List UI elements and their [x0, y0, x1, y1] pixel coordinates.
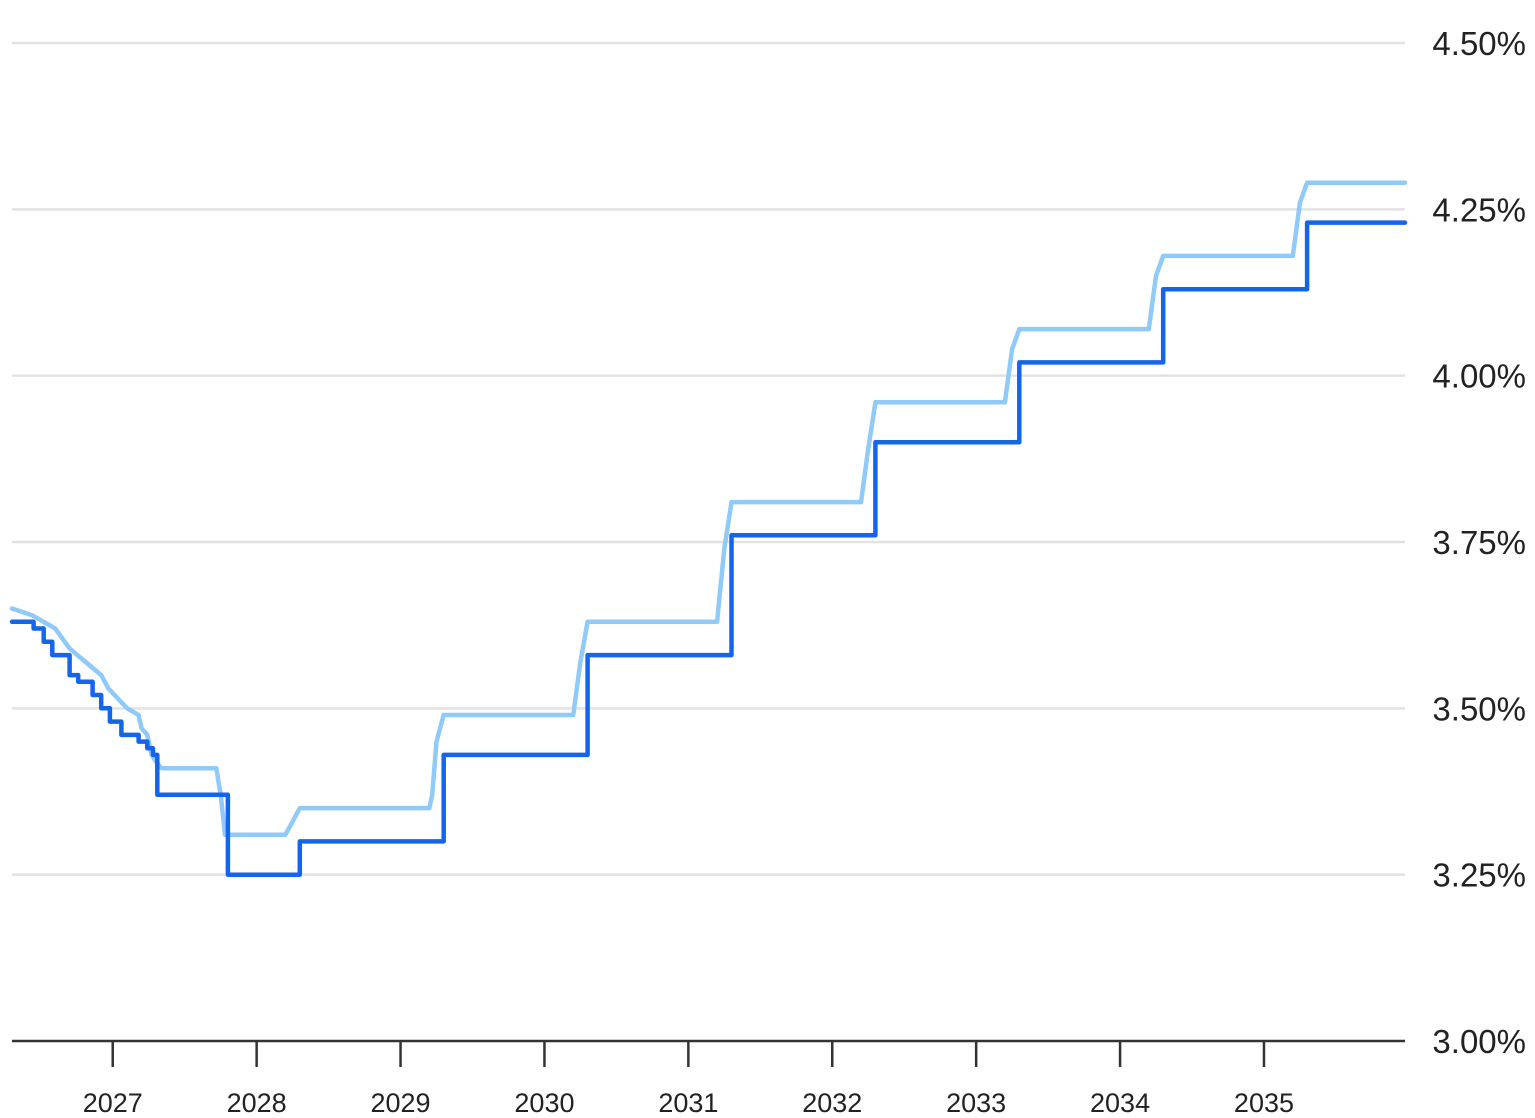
y-tick-label: 3.50% — [1432, 690, 1526, 727]
y-tick-label: 4.50% — [1432, 25, 1526, 62]
y-tick-label: 4.25% — [1432, 191, 1526, 228]
grid-lines — [12, 41, 1405, 876]
x-axis — [12, 1039, 1405, 1067]
series-line-1 — [9, 180, 1408, 837]
x-tick-label: 2027 — [83, 1088, 143, 1118]
x-tick-label: 2030 — [514, 1088, 574, 1118]
x-tick-label: 2032 — [802, 1088, 862, 1118]
x-tick-label: 2034 — [1090, 1088, 1150, 1118]
x-tick-label: 2031 — [658, 1088, 718, 1118]
series-line-2 — [9, 220, 1408, 877]
y-tick-label: 3.75% — [1432, 524, 1526, 561]
x-tick-label: 2029 — [371, 1088, 431, 1118]
y-tick-label: 4.00% — [1432, 358, 1526, 395]
series-lines — [9, 180, 1408, 877]
x-tick-label: 2028 — [227, 1088, 287, 1118]
x-tick-label: 2033 — [946, 1088, 1006, 1118]
y-tick-label: 3.00% — [1432, 1023, 1526, 1060]
y-tick-label: 3.25% — [1432, 857, 1526, 894]
x-tick-label: 2035 — [1234, 1088, 1294, 1118]
y-axis-labels: 3.00% 3.25% 3.50% 3.75% 4.00% 4.25% 4.50% — [1432, 25, 1526, 1060]
x-axis-labels: 2027 2028 2029 2030 2031 2032 2033 2034 2035 — [83, 1088, 1294, 1118]
